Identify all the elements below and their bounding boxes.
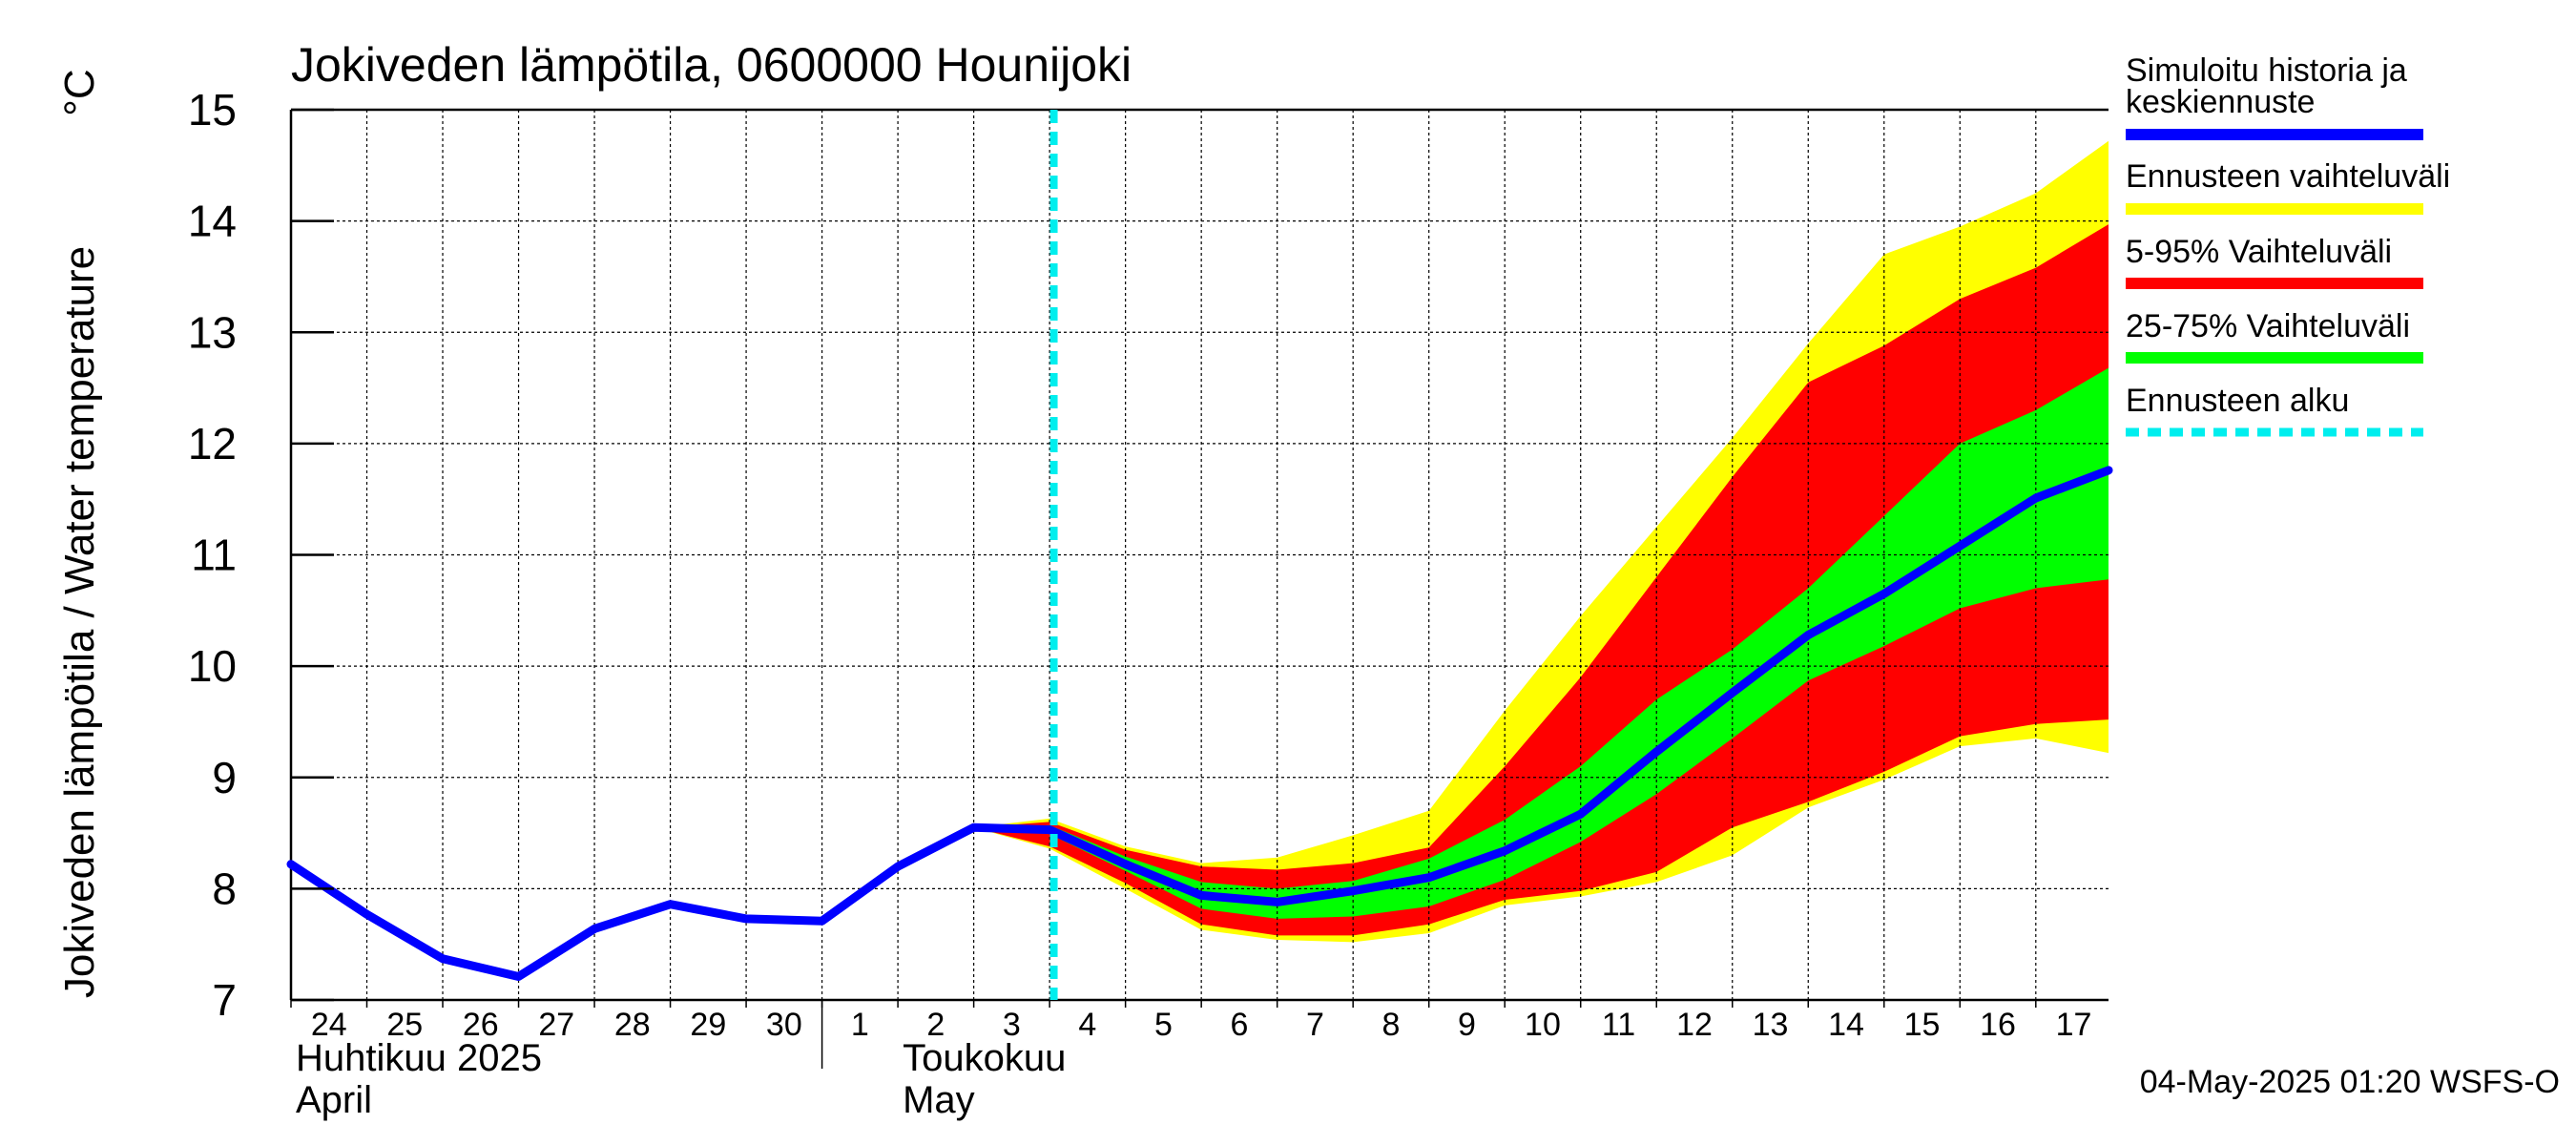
y-tick-label: 15 (188, 85, 237, 135)
legend-label: Simuloitu historia ja (2126, 52, 2407, 89)
x-tick-label: 8 (1381, 1007, 1400, 1043)
x-tick-label: 13 (1753, 1007, 1789, 1043)
x-tick-label: 4 (1078, 1007, 1096, 1043)
y-tick-label: 7 (212, 975, 237, 1025)
x-tick-label: 16 (1980, 1007, 2016, 1043)
x-tick-label: 29 (690, 1007, 726, 1043)
x-tick-label: 3 (1003, 1007, 1021, 1043)
y-tick-label: 8 (212, 864, 237, 913)
y-tick-label: 13 (188, 307, 237, 357)
x-tick-label: 28 (614, 1007, 651, 1043)
x-tick-label: 12 (1676, 1007, 1713, 1043)
y-tick-label: 9 (212, 753, 237, 802)
x-tick-label: 10 (1525, 1007, 1561, 1043)
x-tick-label: 5 (1154, 1007, 1173, 1043)
x-tick-label: 1 (851, 1007, 869, 1043)
month-label-en: May (903, 1079, 975, 1121)
series-lines (286, 110, 2113, 1000)
legend-label: 25-75% Vaihteluväli (2126, 308, 2410, 344)
x-tick-label: 17 (2056, 1007, 2092, 1043)
legend-item: Ennusteen alku (2126, 383, 2423, 437)
x-tick-label: 27 (538, 1007, 574, 1043)
month-label-fi: Toukokuu (903, 1037, 1066, 1079)
y-axis-label: Jokiveden lämpötila / Water temperature (56, 246, 103, 998)
y-tick-label: 12 (188, 419, 237, 468)
x-tick-label: 7 (1306, 1007, 1324, 1043)
x-tick-label: 26 (463, 1007, 499, 1043)
legend-item: 25-75% Vaihteluväli (2126, 308, 2423, 364)
y-tick-label: 10 (188, 641, 237, 691)
band-2 (973, 224, 2109, 936)
y-tick-label: 14 (188, 197, 237, 246)
x-tick-label: 15 (1904, 1007, 1941, 1043)
month-label-en: April (296, 1079, 372, 1121)
x-tick-label: 25 (386, 1007, 423, 1043)
series-line-mean (286, 466, 2113, 981)
x-tick-label: 24 (311, 1007, 347, 1043)
legend-label: Ennusteen vaihteluväli (2126, 158, 2450, 195)
legend-label: 5-95% Vaihteluväli (2126, 234, 2392, 270)
x-tick-label: 6 (1230, 1007, 1248, 1043)
x-tick-label: 2 (926, 1007, 945, 1043)
footer-timestamp: 04-May-2025 01:20 WSFS-O (2140, 1064, 2560, 1100)
legend-item: 5-95% Vaihteluväli (2126, 234, 2423, 289)
y-axis-unit: °C (56, 69, 103, 115)
band-3 (973, 367, 2109, 919)
x-tick-label: 11 (1602, 1007, 1635, 1043)
month-label-fi: Huhtikuu 2025 (296, 1037, 542, 1079)
legend-item: Ennusteen vaihteluväli (2126, 158, 2450, 215)
y-tick-label: 11 (191, 531, 237, 580)
x-tick-label: 30 (766, 1007, 802, 1043)
legend-label: Ennusteen alku (2126, 383, 2349, 419)
y-axis-ticks: 7 8 9 10 11 12 13 14 15 (188, 85, 334, 1025)
x-tick-label: 14 (1828, 1007, 1864, 1043)
chart-title: Jokiveden lämpötila, 0600000 Hounijoki (291, 38, 1132, 92)
legend-label: keskiennuste (2126, 84, 2315, 120)
x-axis-ticks: 24 25 26 27 28 29 30 1 2 3 4 5 6 7 8 9 10 11 12 13 14 15 16 17 (290, 1000, 2092, 1043)
x-tick-label: 9 (1458, 1007, 1476, 1043)
forecast-bands (973, 140, 2109, 943)
